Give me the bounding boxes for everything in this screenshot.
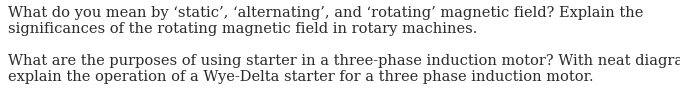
Text: explain the operation of a Wye-Delta starter for a three phase induction motor.: explain the operation of a Wye-Delta sta… [8, 70, 594, 84]
Text: What are the purposes of using starter in a three-phase induction motor? With ne: What are the purposes of using starter i… [8, 54, 680, 68]
Text: significances of the rotating magnetic field in rotary machines.: significances of the rotating magnetic f… [8, 22, 477, 36]
Text: What do you mean by ‘static’, ‘alternating’, and ‘rotating’ magnetic field? Expl: What do you mean by ‘static’, ‘alternati… [8, 6, 643, 20]
